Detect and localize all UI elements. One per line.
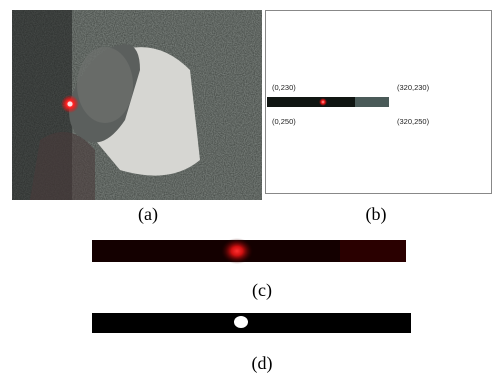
panel-a-photo: [12, 10, 262, 200]
panel-d-strip: [92, 313, 411, 333]
figure: (0,230) (320,230) (0,250) (320,250) (a) …: [0, 0, 502, 378]
panel-c-strip: [92, 238, 406, 264]
panel-b: (0,230) (320,230) (0,250) (320,250): [266, 11, 492, 194]
coordinate-label: (0,230): [272, 83, 296, 92]
coordinate-label: (320,230): [397, 83, 430, 92]
page: (0,230) (320,230) (0,250) (320,250) (a) …: [0, 0, 502, 378]
panel-label: (d): [252, 353, 273, 374]
panel-label: (a): [138, 204, 158, 225]
coordinate-label: (320,250): [397, 117, 430, 126]
coordinate-label: (0,250): [272, 117, 296, 126]
panel-label: (b): [366, 204, 387, 225]
panel-label: (c): [252, 280, 272, 301]
